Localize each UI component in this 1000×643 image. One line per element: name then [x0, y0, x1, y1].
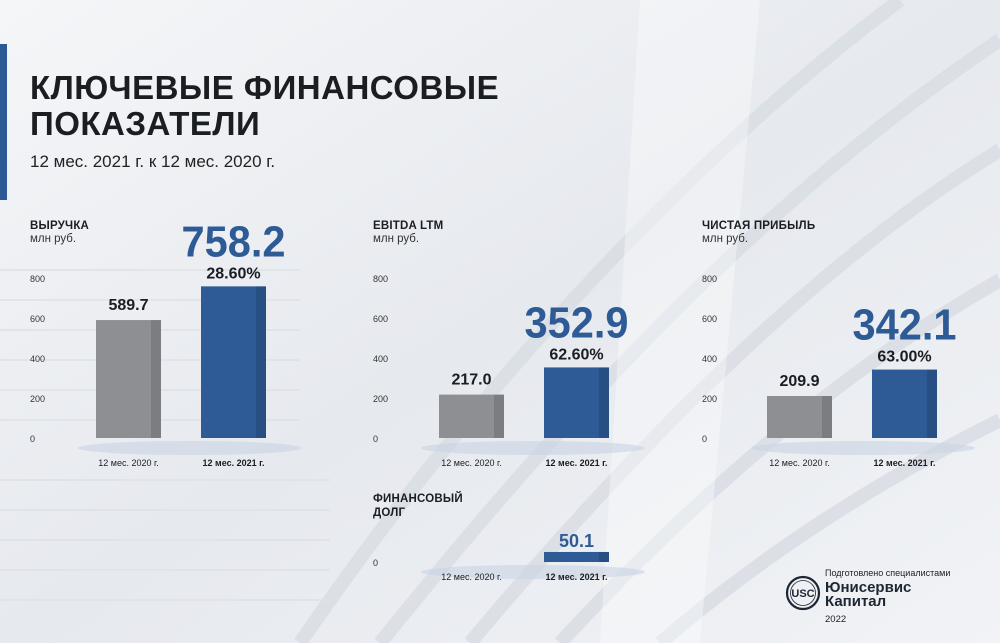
title-accent-bar	[0, 44, 7, 200]
logo-text: USC	[791, 588, 814, 600]
footer-branding: USC Подготовлено специалистами Юнисервис…	[785, 565, 995, 635]
footer-year: 2022	[825, 614, 847, 625]
page-subtitle: 12 мес. 2021 г. к 12 мес. 2020 г.	[30, 152, 276, 171]
page-title-line1: КЛЮЧЕВЫЕ ФИНАНСОВЫЕ	[30, 69, 500, 106]
page-title: КЛЮЧЕВЫЕ ФИНАНСОВЫЕ ПОКАЗАТЕЛИ	[30, 70, 499, 142]
page-title-line2: ПОКАЗАТЕЛИ	[30, 105, 261, 142]
usc-logo-icon: USC	[785, 575, 821, 611]
company-name-line1: Юнисервис	[825, 579, 912, 596]
prepared-by-text: Подготовлено специалистами	[825, 568, 951, 578]
company-name: Юнисервис Капитал	[825, 579, 912, 610]
company-name-line2: Капитал	[825, 593, 887, 610]
